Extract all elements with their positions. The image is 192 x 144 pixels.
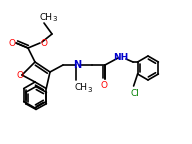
Text: 3: 3 bbox=[53, 16, 57, 22]
Text: CH: CH bbox=[74, 84, 88, 92]
Text: NH: NH bbox=[113, 54, 129, 62]
Text: O: O bbox=[100, 80, 108, 90]
Text: O: O bbox=[41, 38, 47, 48]
Text: N: N bbox=[73, 60, 81, 70]
Text: 3: 3 bbox=[88, 87, 92, 93]
Text: Cl: Cl bbox=[130, 90, 139, 98]
Text: CH: CH bbox=[40, 13, 52, 21]
Text: O: O bbox=[17, 71, 23, 79]
Text: O: O bbox=[8, 38, 16, 48]
